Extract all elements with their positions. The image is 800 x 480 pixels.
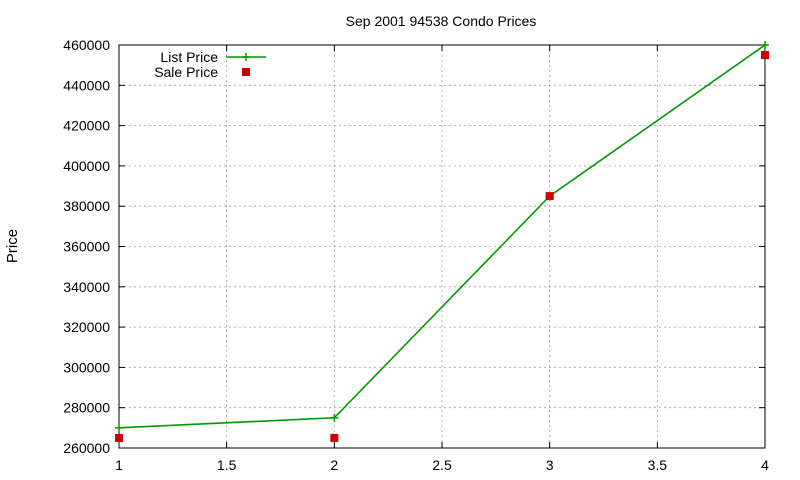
- y-tick-label: 300000: [63, 359, 110, 375]
- list-price-point: [761, 41, 769, 49]
- plot-frame: [118, 44, 766, 449]
- grid-lines: [119, 45, 765, 448]
- list-price-point: [330, 413, 339, 422]
- y-tick-label: 360000: [63, 239, 110, 255]
- sale-price-point: [761, 51, 769, 60]
- chart-title: Sep 2001 94538 Condo Prices: [346, 13, 537, 29]
- sale-price-point: [115, 433, 123, 442]
- x-tick-labels: 1 1.5 2 2.5 3 3.5 4: [115, 457, 769, 473]
- y-tick-label: 320000: [63, 319, 110, 335]
- data-series: [115, 41, 769, 442]
- x-tick-label: 1: [115, 457, 123, 473]
- y-tick-label: 340000: [63, 279, 110, 295]
- series-line-0: [118, 44, 766, 429]
- y-tick-label: 460000: [63, 37, 110, 53]
- legend-label: Sale Price: [154, 64, 218, 80]
- y-tick-label: 440000: [63, 77, 110, 93]
- y-tick-label: 260000: [63, 440, 110, 456]
- list-price-point: [115, 423, 123, 432]
- x-tick-label: 2.5: [432, 457, 452, 473]
- x-tick-label: 1.5: [217, 457, 237, 473]
- y-axis-label: Price: [4, 229, 21, 263]
- x-tick-label: 2: [330, 457, 338, 473]
- legend-marker: [242, 68, 250, 76]
- x-tick-label: 3.5: [648, 457, 668, 473]
- y-tick-label: 420000: [63, 118, 110, 134]
- x-tick-label: 3: [546, 457, 554, 473]
- x-tick-label: 4: [761, 457, 769, 473]
- legend-marker: [242, 53, 250, 61]
- y-tick-label: 400000: [63, 158, 110, 174]
- y-tick-labels: 260000 280000 300000 320000 340000 360000 3800…: [63, 37, 110, 456]
- y-tick-label: 380000: [63, 198, 110, 214]
- sale-price-point: [330, 433, 339, 442]
- sale-price-point: [545, 192, 554, 201]
- y-tick-label: 280000: [63, 400, 110, 416]
- legend-label: List Price: [160, 49, 218, 65]
